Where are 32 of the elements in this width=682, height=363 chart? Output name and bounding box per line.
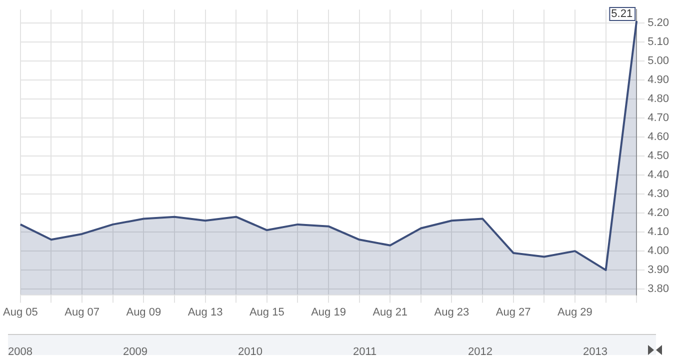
x-tick-label: Aug 27 [496,306,531,318]
x-tick-label: Aug 13 [188,306,223,318]
y-tick-label: 5.20 [648,16,670,29]
y-tick-label: 4.00 [648,245,670,258]
y-tick-label: 4.50 [648,150,670,162]
x-tick-label: Aug 21 [372,306,408,318]
text: 2013 [583,346,608,358]
data-label: 5.21 [611,8,633,20]
text: 2012 [468,346,492,358]
y-tick-label: 3.80 [648,283,670,296]
y-tick-label: 4.30 [648,188,670,200]
y-tick-label: 4.80 [648,92,670,105]
y-tick-label: 4.60 [648,131,670,144]
text: 2008 [8,346,32,358]
x-tick-label: Aug 05 [2,306,38,318]
y-tick-label: 5.00 [648,54,670,67]
x-tick-label: Aug 23 [434,306,470,318]
y-tick-label: 5.10 [648,36,670,48]
y-tick-label: 4.20 [648,207,670,220]
x-tick-label: Aug 29 [558,306,592,318]
y-tick-label: 4.90 [648,74,670,86]
y-tick-label: 3.90 [648,264,670,276]
text: 2009 [123,346,148,358]
y-tick-label: 4.70 [648,112,670,124]
text: 2011 [353,346,377,358]
x-tick-label: Aug 09 [126,306,162,318]
y-tick-label: 4.40 [648,169,670,182]
text: 2010 [238,346,262,358]
x-tick-label: Aug 19 [311,306,346,318]
x-tick-label: Aug 07 [64,306,100,318]
x-tick-label: Aug 15 [249,306,284,318]
y-tick-label: 4.10 [648,226,670,238]
